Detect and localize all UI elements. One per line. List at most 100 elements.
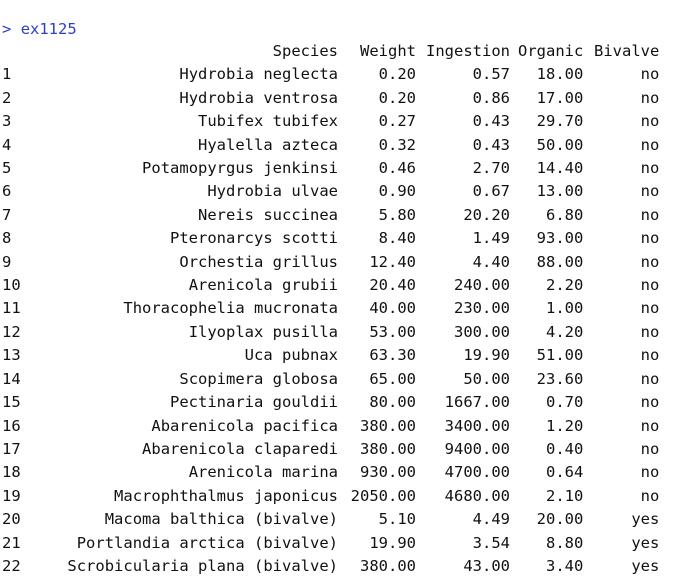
row-number: 12 [2, 322, 21, 341]
row-number: 1 [2, 65, 12, 84]
species-cell: Hydrobia ventrosa [179, 88, 338, 107]
bivalve-cell: no [640, 463, 660, 482]
table-row: 21 Portlandia arctica (bivalve) 19.90 3.54 8… [0, 532, 663, 555]
weight-cell: 8.40 [378, 229, 416, 248]
table-row: 19 Macrophthalmus japonicus 2050.00 4680.00… [0, 485, 663, 508]
bivalve-cell: no [640, 369, 660, 388]
ingestion-cell: 19.90 [463, 346, 510, 365]
col-header-organic: Organic [518, 42, 584, 60]
species-cell: Abarenicola claparedi [142, 439, 338, 458]
ingestion-cell: 0.43 [472, 135, 510, 154]
species-cell: Scopimera globosa [179, 369, 338, 388]
row-number: 20 [2, 510, 21, 529]
row-number: 8 [2, 229, 12, 248]
weight-cell: 40.00 [369, 299, 416, 318]
ingestion-cell: 50.00 [463, 369, 510, 388]
species-cell: Hydrobia ulvae [207, 182, 338, 201]
col-header-bivalve: Bivalve [594, 42, 660, 60]
organic-cell: 6.80 [546, 205, 584, 224]
table-row: 8 Pteronarcys scotti 8.40 1.49 93.00 no [0, 227, 663, 250]
organic-cell: 0.64 [546, 463, 584, 482]
ingestion-cell: 0.57 [472, 65, 510, 84]
organic-cell: 20.00 [536, 510, 584, 529]
organic-cell: 0.40 [546, 439, 584, 458]
row-number: 10 [2, 276, 21, 295]
row-number-header [0, 40, 34, 63]
weight-cell: 380.00 [360, 439, 416, 458]
organic-cell: 13.00 [536, 182, 584, 201]
weight-cell: 0.32 [378, 135, 416, 154]
table-row: 17 Abarenicola claparedi 380.00 9400.00 0.40… [0, 438, 663, 461]
row-number: 19 [2, 486, 21, 505]
bivalve-cell: no [640, 182, 660, 201]
bivalve-cell: no [640, 205, 660, 224]
species-cell: Abarenicola pacifica [151, 416, 338, 435]
table-row: 11 Thoracophelia mucronata 40.00 230.00 1.00… [0, 297, 663, 320]
table-row: 7 Nereis succinea 5.80 20.20 6.80 no [0, 204, 663, 227]
organic-cell: 93.00 [536, 229, 584, 248]
organic-cell: 51.00 [536, 346, 584, 365]
table-row: 2 Hydrobia ventrosa 0.20 0.86 17.00 no [0, 87, 663, 110]
bivalve-cell: no [640, 112, 660, 131]
species-cell: Pectinaria gouldii [170, 393, 338, 412]
species-cell: Hydrobia neglecta [179, 65, 338, 84]
row-number: 5 [2, 159, 12, 178]
organic-cell: 2.10 [546, 486, 584, 505]
row-number: 6 [2, 182, 12, 201]
bivalve-cell: yes [631, 556, 660, 575]
weight-cell: 0.20 [378, 88, 416, 107]
row-number: 4 [2, 135, 12, 154]
ingestion-cell: 3400.00 [444, 416, 510, 435]
ingestion-cell: 0.67 [472, 182, 510, 201]
table-body: 1 Hydrobia neglecta 0.20 0.57 18.00 no 2 Hydrob… [0, 63, 663, 578]
row-number: 16 [2, 416, 21, 435]
bivalve-cell: no [640, 276, 660, 295]
weight-cell: 0.20 [378, 65, 416, 84]
table-row: 6 Hydrobia ulvae 0.90 0.67 13.00 no [0, 180, 663, 203]
species-cell: Portlandia arctica (bivalve) [76, 533, 338, 552]
bivalve-cell: no [640, 135, 660, 154]
row-number: 21 [2, 533, 21, 552]
ingestion-cell: 4.40 [472, 252, 510, 271]
ingestion-cell: 9400.00 [444, 439, 510, 458]
table-row: 3 Tubifex tubifex 0.27 0.43 29.70 no [0, 110, 663, 133]
organic-cell: 18.00 [536, 65, 584, 84]
row-number: 7 [2, 205, 12, 224]
table-row: 5 Potamopyrgus jenkinsi 0.46 2.70 14.40 no [0, 157, 663, 180]
weight-cell: 5.10 [378, 510, 416, 529]
table-row: 13 Uca pubnax 63.30 19.90 51.00 no [0, 344, 663, 367]
species-cell: Thoracophelia mucronata [123, 299, 338, 318]
bivalve-cell: yes [631, 533, 660, 552]
table-row: 4 Hyalella azteca 0.32 0.43 50.00 no [0, 134, 663, 157]
header-row: Species Weight Ingestion Organic Bivalve [0, 40, 663, 63]
ingestion-cell: 240.00 [454, 276, 510, 295]
weight-cell: 0.46 [378, 159, 416, 178]
col-header-species: Species [272, 42, 338, 60]
organic-cell: 17.00 [536, 88, 584, 107]
organic-cell: 1.20 [546, 416, 584, 435]
weight-cell: 53.00 [369, 322, 416, 341]
row-number: 11 [2, 299, 21, 318]
species-cell: Nereis succinea [198, 205, 338, 224]
table-row: 18 Arenicola marina 930.00 4700.00 0.64 no [0, 461, 663, 484]
species-cell: Arenicola marina [188, 463, 338, 482]
bivalve-cell: no [640, 252, 660, 271]
ingestion-cell: 2.70 [472, 159, 510, 178]
species-cell: Tubifex tubifex [198, 112, 338, 131]
table-row: 22 Scrobicularia plana (bivalve) 380.00 43.… [0, 555, 663, 578]
ingestion-cell: 3.54 [472, 533, 510, 552]
organic-cell: 4.20 [546, 322, 584, 341]
table-row: 16 Abarenicola pacifica 380.00 3400.00 1.20 n… [0, 415, 663, 438]
ingestion-cell: 4700.00 [444, 463, 510, 482]
ingestion-cell: 4680.00 [444, 486, 510, 505]
table-row: 10 Arenicola grubii 20.40 240.00 2.20 no [0, 274, 663, 297]
ingestion-cell: 0.43 [472, 112, 510, 131]
weight-cell: 0.90 [378, 182, 416, 201]
organic-cell: 3.40 [546, 556, 584, 575]
ingestion-cell: 1.49 [472, 229, 510, 248]
species-cell: Macoma balthica (bivalve) [104, 510, 338, 529]
species-cell: Potamopyrgus jenkinsi [142, 159, 338, 178]
organic-cell: 1.00 [546, 299, 584, 318]
row-number: 14 [2, 369, 21, 388]
